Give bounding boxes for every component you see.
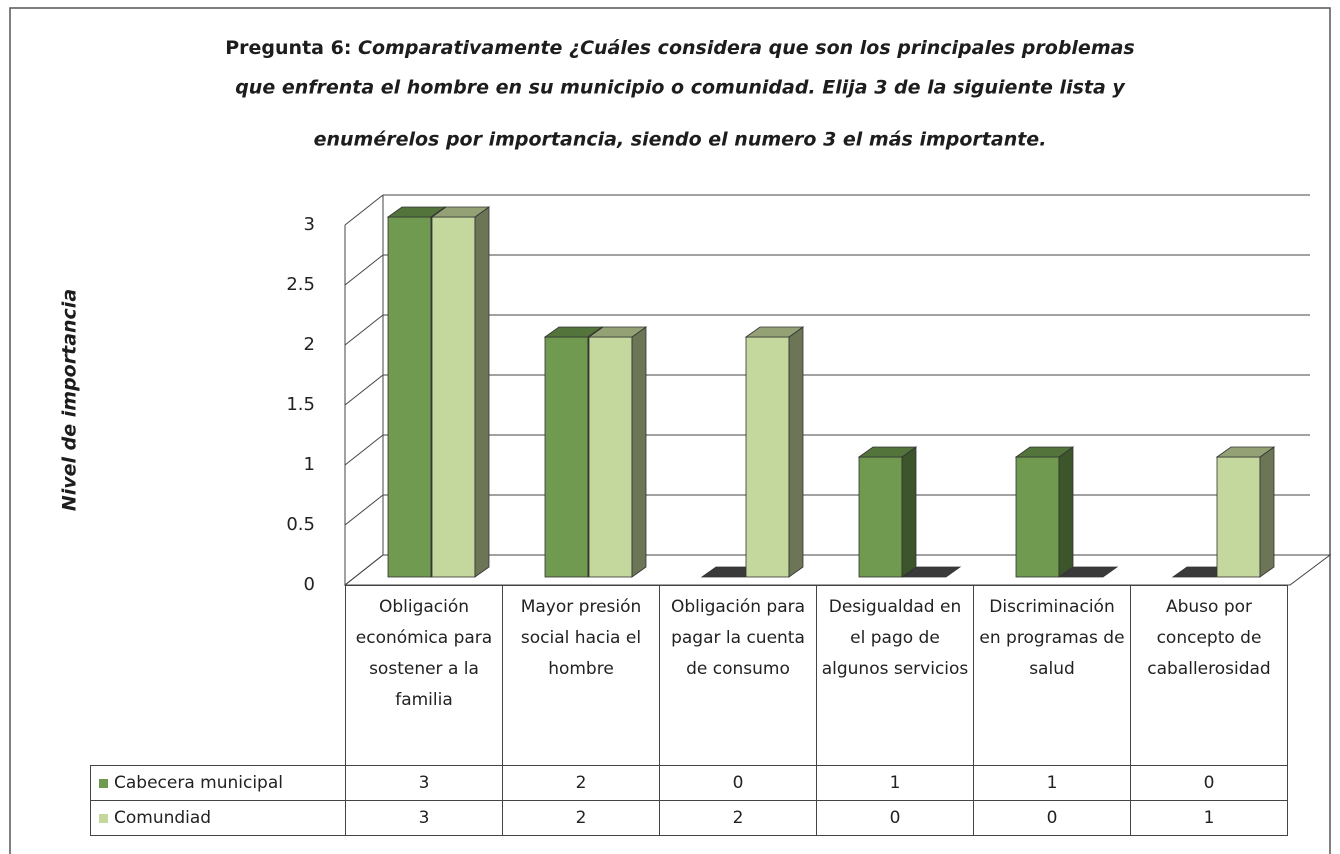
category-cell: Discriminación en programas de salud — [973, 585, 1131, 766]
table-value: 3 — [345, 765, 503, 801]
title-line: que enfrenta el hombre en su municipio o… — [235, 77, 1126, 99]
table-value: 3 — [345, 800, 503, 836]
title-line: Comparativamente ¿Cuáles considera que s… — [358, 37, 1135, 59]
bar-side — [788, 326, 804, 578]
bar-top — [543, 326, 604, 338]
y-tick-label: 1.5 — [286, 394, 315, 415]
grid-line — [344, 374, 384, 406]
bar-top — [744, 326, 805, 338]
bar-top — [386, 206, 447, 218]
bar-top — [1058, 566, 1119, 578]
bar — [587, 326, 648, 578]
bar-side — [901, 446, 917, 578]
bar-side — [1058, 446, 1074, 578]
legend-swatch — [99, 778, 108, 788]
bar-front — [588, 336, 633, 578]
bar-side — [1259, 446, 1275, 578]
table-value: 2 — [502, 765, 660, 801]
table-value: 0 — [1130, 765, 1288, 801]
table-value: 1 — [816, 765, 974, 801]
table-value: 1 — [1130, 800, 1288, 836]
bar-top — [857, 446, 918, 458]
frame — [9, 7, 1331, 854]
y-tick-label: 2.5 — [286, 274, 315, 295]
table-value: 0 — [659, 765, 817, 801]
bar-front — [858, 456, 903, 578]
bar-front — [745, 336, 790, 578]
bar-side — [474, 206, 490, 578]
y-tick-label: 0 — [304, 574, 315, 595]
table-value: 0 — [973, 800, 1131, 836]
table-value: 2 — [659, 800, 817, 836]
legend-label: Comundiad — [114, 807, 212, 828]
chart-title: Pregunta 6: Comparativamente ¿Cuáles con… — [225, 37, 1135, 59]
bar-front — [1216, 456, 1261, 578]
grid-line — [344, 434, 384, 466]
bar — [430, 206, 491, 578]
bar-top — [587, 326, 648, 338]
bar-front — [387, 216, 432, 578]
y-tick-label: 1 — [304, 454, 315, 475]
grid-line — [344, 254, 384, 286]
category-cell: Desigualdad en el pago de algunos servic… — [816, 585, 974, 766]
category-cell: Abuso por concepto de caballerosidad — [1130, 585, 1288, 766]
grid-line — [344, 494, 384, 526]
bar — [1215, 446, 1276, 578]
grid-line — [344, 314, 384, 346]
bar — [857, 446, 918, 578]
legend-cell: Cabecera municipal — [90, 765, 346, 801]
table-value: 0 — [816, 800, 974, 836]
legend-cell: Comundiad — [90, 800, 346, 836]
grid-line — [344, 554, 384, 586]
bar-front — [1015, 456, 1060, 578]
legend-swatch — [99, 813, 108, 823]
bar — [1058, 566, 1119, 578]
category-cell: Obligación para pagar la cuenta de consu… — [659, 585, 817, 766]
legend-label: Cabecera municipal — [114, 772, 283, 793]
bar-front — [431, 216, 476, 578]
title-prefix: Pregunta 6: — [225, 37, 351, 59]
bar — [901, 566, 962, 578]
table-value: 2 — [502, 800, 660, 836]
category-cell: Mayor presión social hacia el hombre — [502, 585, 660, 766]
y-tick-label: 3 — [304, 214, 315, 235]
table-value: 1 — [973, 765, 1131, 801]
y-tick-label: 0.5 — [286, 514, 315, 535]
y-axis-label: Nivel de importancia — [59, 289, 81, 511]
category-cell: Obligación económica para sostener a la … — [345, 585, 503, 766]
title-line: enumérelos por importancia, siendo el nu… — [314, 129, 1047, 151]
bar-top — [1215, 446, 1276, 458]
grid-line — [344, 194, 384, 226]
bar-top — [430, 206, 491, 218]
bar-side — [631, 326, 647, 578]
bar-front — [544, 336, 589, 578]
bar — [744, 326, 805, 578]
bar — [1014, 446, 1075, 578]
y-tick-label: 2 — [304, 334, 315, 355]
bar-top — [1014, 446, 1075, 458]
bar-top — [901, 566, 962, 578]
